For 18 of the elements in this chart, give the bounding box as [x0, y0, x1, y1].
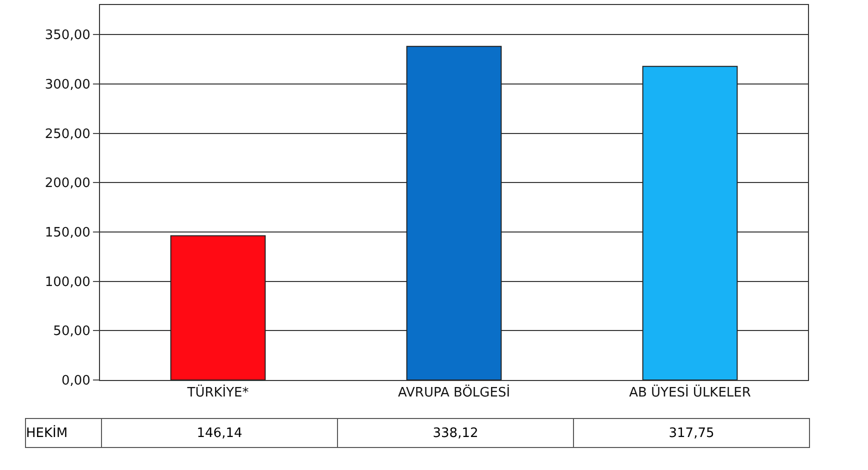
bar [406, 46, 502, 380]
y-tick-label: 300,00 [44, 78, 90, 92]
x-tick-label: AB ÜYESİ ÜLKELER [629, 384, 751, 401]
data-label: 317,75 [574, 418, 810, 448]
bar [170, 235, 266, 380]
y-tick-label: 50,00 [53, 324, 90, 340]
y-tick-label: 350,00 [44, 28, 90, 44]
y-tick-label: 150,00 [44, 226, 90, 241]
data-label: 146,14 [102, 418, 338, 448]
y-tick-label: 0,00 [61, 374, 90, 389]
text: HEKİM [26, 418, 102, 448]
y-tick-label: 200,00 [44, 176, 90, 192]
x-tick-label: TÜRKİYE* [186, 384, 250, 401]
x-tick-label: AVRUPA BÖLGESİ [398, 384, 510, 401]
data-label: 338,12 [338, 418, 574, 448]
bar [642, 66, 738, 380]
y-tick-label: 100,00 [44, 274, 90, 290]
y-tick-label: 250,00 [44, 126, 90, 142]
